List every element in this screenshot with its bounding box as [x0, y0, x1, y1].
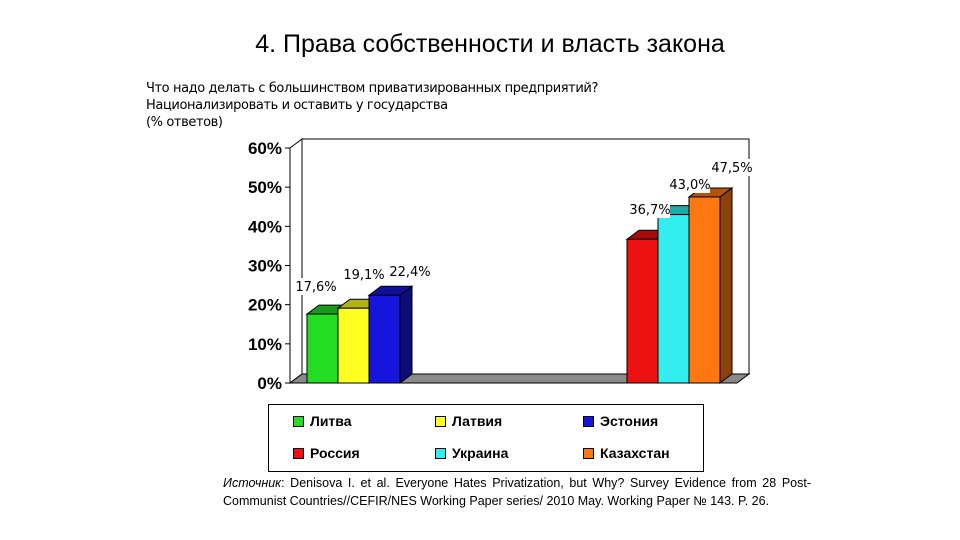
- bar-ukraine: [657, 214, 690, 384]
- data-label-bg: [670, 176, 710, 193]
- legend-item-ukraine: Украина: [435, 445, 508, 461]
- data-label-litva: 17,6%: [295, 280, 336, 295]
- legend-item-litva: Литва: [293, 413, 352, 429]
- subtitle-line-2: Национализировать и оставить у государст…: [146, 98, 448, 113]
- legend-swatch-kazakhstan: [583, 447, 594, 459]
- legend-label-latvia: Латвия: [452, 413, 503, 429]
- data-label-bg: [296, 278, 336, 295]
- bar-russia: [626, 238, 659, 384]
- plot-side-wall: [289, 138, 303, 384]
- source-label: Источник: [223, 476, 282, 490]
- bar-estonia: [368, 294, 401, 384]
- data-label-bg: [630, 201, 670, 218]
- legend-item-latvia: Латвия: [435, 413, 502, 429]
- data-label-kazakhstan: 47,5%: [711, 161, 752, 176]
- y-tick-label: 40%: [248, 217, 282, 236]
- y-tick-label: 10%: [248, 335, 282, 354]
- bar-side-estonia: [399, 285, 413, 384]
- source-text: : Denisova I. et al. Everyone Hates Priv…: [223, 476, 811, 508]
- legend-swatch-ukraine: [435, 447, 446, 459]
- y-tick-label: 20%: [248, 296, 282, 315]
- legend-swatch-latvia: [435, 415, 446, 427]
- legend-label-litva: Литва: [310, 413, 352, 429]
- chart-subtitle: Что надо делать с большинством приватизи…: [146, 80, 598, 131]
- source-note: Источник: Denisova I. et al. Everyone Ha…: [223, 474, 811, 510]
- bar-litva: [306, 313, 339, 384]
- y-tick-label: 30%: [248, 257, 282, 276]
- legend-label-ukraine: Украина: [452, 445, 509, 461]
- data-label-bg: [712, 159, 752, 176]
- chart-legend: Литва Латвия Эстония Россия Украина Каза…: [268, 404, 704, 472]
- data-label-latvia: 19,1%: [343, 268, 384, 283]
- legend-swatch-estonia: [583, 415, 594, 427]
- legend-item-russia: Россия: [293, 445, 360, 461]
- legend-item-estonia: Эстония: [583, 413, 658, 429]
- slide-title: 4. Права собственности и власть закона: [255, 30, 725, 58]
- legend-swatch-russia: [293, 447, 304, 459]
- data-label-estonia: 22,4%: [389, 265, 430, 280]
- subtitle-line-3: (% ответов): [146, 115, 223, 130]
- data-label-bg: [390, 263, 430, 280]
- bar-side-kazakhstan: [719, 186, 733, 384]
- bar-latvia: [337, 307, 370, 384]
- y-tick-label: 60%: [248, 139, 282, 158]
- bar-kazakhstan: [688, 196, 721, 384]
- legend-swatch-litva: [293, 415, 304, 427]
- subtitle-line-1: Что надо делать с большинством приватизи…: [146, 81, 598, 96]
- y-tick-label: 50%: [248, 178, 282, 197]
- data-label-ukraine: 43,0%: [669, 178, 710, 193]
- legend-item-kazakhstan: Казахстан: [583, 445, 670, 461]
- legend-label-russia: Россия: [310, 445, 360, 461]
- legend-label-estonia: Эстония: [600, 413, 659, 429]
- data-label-bg: [344, 266, 384, 283]
- y-tick-label: 0%: [257, 374, 282, 393]
- legend-label-kazakhstan: Казахстан: [600, 445, 670, 461]
- data-label-russia: 36,7%: [629, 203, 670, 218]
